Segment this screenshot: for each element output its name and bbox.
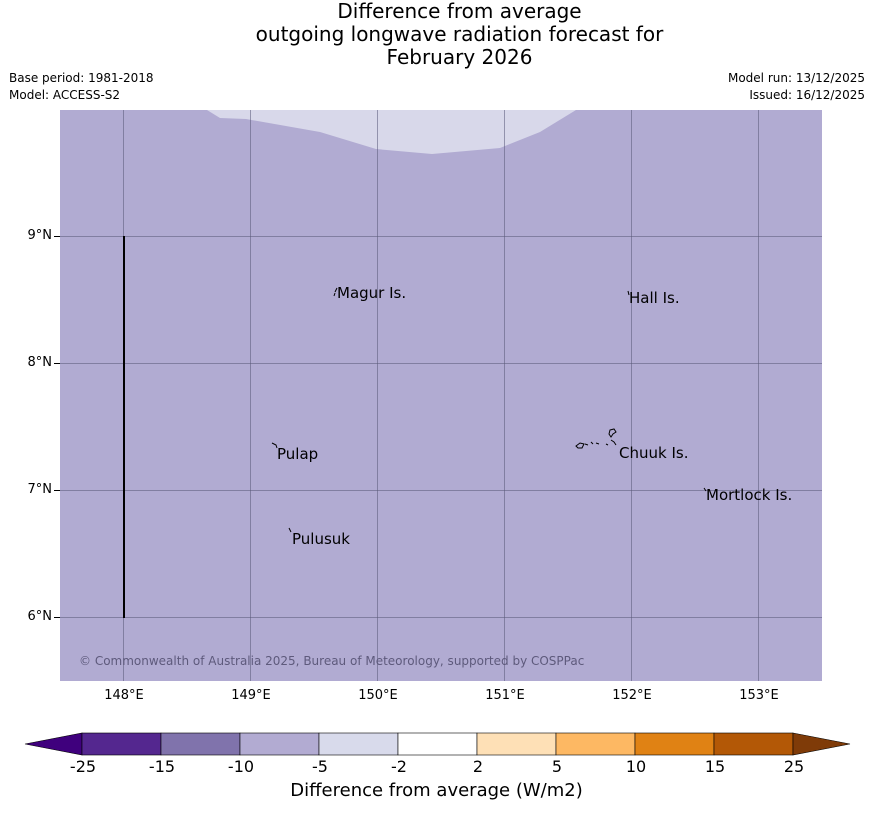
place-label-magur: Magur Is. [337, 284, 407, 302]
title-line-1: Difference from average [337, 0, 582, 23]
title-line-3: February 2026 [386, 45, 533, 69]
colorbar-extend-left [24, 732, 83, 756]
colorbar-label: 2 [472, 757, 484, 776]
colorbar-segment [713, 732, 794, 756]
model-text: Model: ACCESS-S2 [9, 88, 121, 102]
colorbar-segment [239, 732, 320, 756]
pulusuk-island-outline [288, 527, 292, 533]
model-run-text: Model run: 13/12/2025 [727, 71, 865, 85]
islands-layer [271, 287, 707, 533]
place-label-mortlock: Mortlock Is. [706, 486, 793, 504]
lat-label-7n: 7°N [0, 482, 60, 497]
colorbar-label: -15 [148, 757, 176, 776]
colorbar-segment [81, 732, 162, 756]
grid-line-lon-151 [504, 110, 505, 681]
colorbar-segment [318, 732, 399, 756]
lat-label-6n: 6°N [0, 609, 60, 624]
pulap-island-outline [271, 442, 278, 449]
lon-label-153e: 153°E [739, 688, 779, 703]
meta-left: Base period: 1981-2018 Model: ACCESS-S2 [9, 70, 154, 104]
copyright-notice: © Commonwealth of Australia 2025, Bureau… [79, 654, 585, 668]
grid-line-lat-6 [60, 617, 822, 618]
place-label-pulap: Pulap [277, 445, 319, 463]
colorbar-segment [555, 732, 636, 756]
colorbar-segment [634, 732, 715, 756]
grid-line-lon-150 [377, 110, 378, 681]
anomaly-region-top [207, 110, 576, 154]
colorbar-label: -10 [227, 757, 255, 776]
title-line-2: outgoing longwave radiation forecast for [255, 22, 664, 46]
issued-text: Issued: 16/12/2025 [749, 88, 865, 102]
base-period-text: Base period: 1981-2018 [9, 71, 154, 85]
lon-label-148e: 148°E [104, 688, 144, 703]
colorbar-label: 15 [704, 757, 726, 776]
colorbar-label: 25 [783, 757, 805, 776]
colorbar-segment [476, 732, 557, 756]
colorbar-segment [160, 732, 241, 756]
colorbar-label: 5 [551, 757, 563, 776]
mortlock-island-outline [703, 487, 707, 492]
chuuk-islands-outline [575, 428, 617, 449]
colorbar-label: -5 [312, 757, 328, 776]
grid-line-lat-9 [60, 236, 822, 237]
lat-label-8n: 8°N [0, 355, 60, 370]
magur-island-outline [333, 287, 338, 297]
grid-line-lat-7 [60, 490, 822, 491]
hall-island-outline [627, 290, 630, 296]
lon-label-152e: 152°E [612, 688, 652, 703]
lat-label-9n: 9°N [0, 228, 60, 243]
lon-label-151e: 151°E [485, 688, 525, 703]
lon-label-149e: 149°E [231, 688, 271, 703]
map-shading [207, 110, 576, 154]
lon-label-150e: 150°E [358, 688, 398, 703]
colorbar-label: 10 [625, 757, 647, 776]
colorbar [24, 732, 851, 756]
colorbar-title: Difference from average (W/m2) [290, 780, 583, 801]
reference-line [123, 236, 125, 618]
place-label-hall: Hall Is. [629, 289, 680, 307]
grid-line-lon-153 [758, 110, 759, 681]
grid-line-lon-149 [250, 110, 251, 681]
map-panel: Magur Is. Hall Is. Pulap Chuuk Is. Mortl… [60, 110, 822, 681]
grid-line-lon-152 [631, 110, 632, 681]
colorbar-label: -2 [391, 757, 407, 776]
colorbar-extend-right [792, 732, 851, 756]
colorbar-label: -25 [69, 757, 97, 776]
place-label-chuuk: Chuuk Is. [619, 444, 689, 462]
place-label-pulusuk: Pulusuk [292, 530, 350, 548]
colorbar-segment [397, 732, 478, 756]
grid-line-lat-8 [60, 363, 822, 364]
meta-right: Model run: 13/12/2025 Issued: 16/12/2025 [728, 70, 865, 104]
map-title: Difference from average outgoing longwav… [0, 0, 873, 69]
